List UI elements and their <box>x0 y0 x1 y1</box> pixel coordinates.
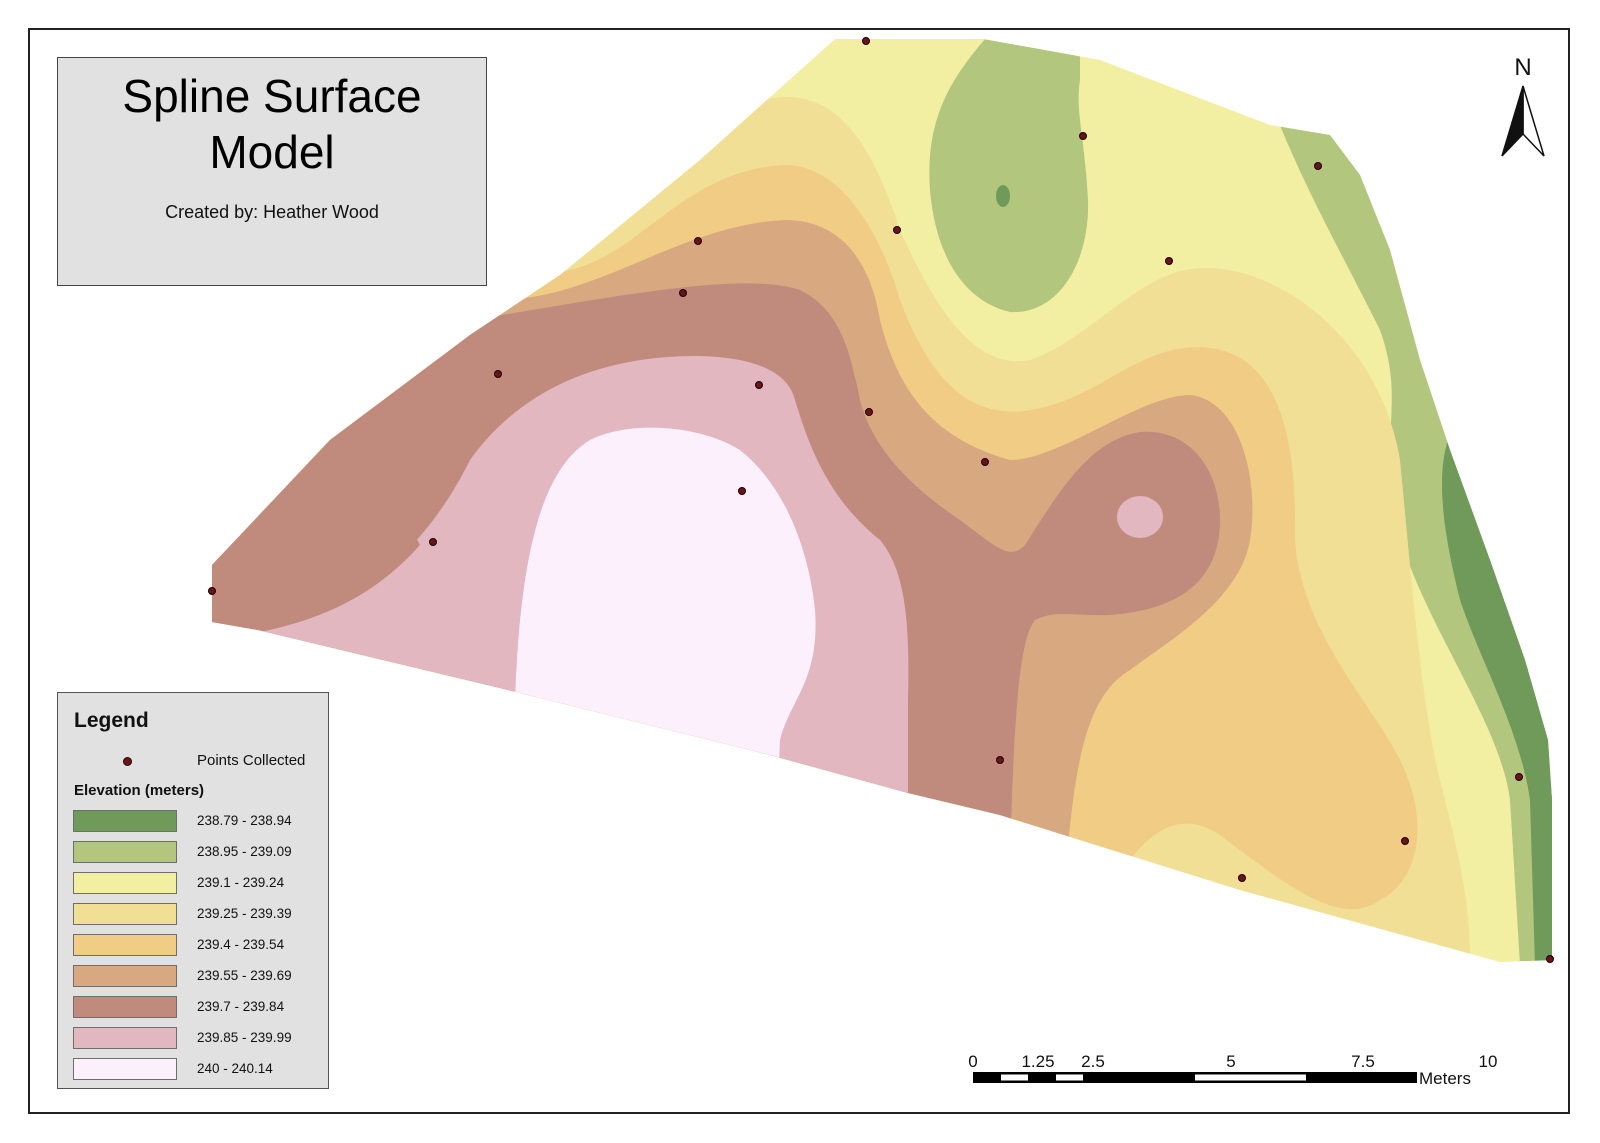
color-swatch <box>73 1058 177 1080</box>
legend-class-label: 238.79 - 238.94 <box>197 813 292 828</box>
legend-class-item: 239.55 - 239.69 <box>73 965 323 989</box>
north-arrow-icon <box>1501 85 1545 157</box>
sample-point <box>494 370 502 378</box>
map-title: Spline Surface Model <box>58 68 486 180</box>
color-swatch <box>73 841 177 863</box>
map-frame <box>28 28 1570 1114</box>
elevation-heading: Elevation (meters) <box>74 782 205 799</box>
legend-class-item: 238.79 - 238.94 <box>73 810 323 834</box>
legend-class-label: 239.4 - 239.54 <box>197 937 285 952</box>
sample-point <box>738 487 746 495</box>
north-label: N <box>1514 54 1532 81</box>
sample-point <box>1515 773 1523 781</box>
north-arrow: N <box>1498 54 1548 164</box>
color-swatch <box>73 965 177 987</box>
legend-class-item: 240 - 240.14 <box>73 1058 323 1082</box>
color-swatch <box>73 934 177 956</box>
sample-point <box>1238 874 1246 882</box>
scale-bar: 0 1.25 2.5 5 7.5 10 Meters <box>965 1052 1585 1092</box>
sample-point <box>1079 132 1087 140</box>
sample-point <box>679 289 687 297</box>
scale-bar-graphic <box>973 1072 1417 1083</box>
color-swatch <box>73 996 177 1018</box>
legend-class-item: 239.1 - 239.24 <box>73 872 323 896</box>
sample-point <box>865 408 873 416</box>
scale-tick-label: 7.5 <box>1351 1052 1375 1071</box>
legend-class-label: 238.95 - 239.09 <box>197 844 292 859</box>
legend-class-item: 239.85 - 239.99 <box>73 1027 323 1051</box>
sample-point <box>893 226 901 234</box>
sample-point <box>996 756 1004 764</box>
sample-point <box>981 458 989 466</box>
sample-point <box>755 381 763 389</box>
legend-class-label: 239.1 - 239.24 <box>197 875 285 890</box>
point-marker-icon <box>123 757 132 766</box>
legend-panel: Legend Points Collected Elevation (meter… <box>57 692 329 1089</box>
sample-point <box>1314 162 1322 170</box>
legend-class-item: 239.25 - 239.39 <box>73 903 323 927</box>
sample-points-layer <box>208 37 1554 963</box>
map-title-line1: Spline Surface <box>122 70 422 122</box>
color-swatch <box>73 810 177 832</box>
sample-point <box>208 587 216 595</box>
legend-class-label: 239.7 - 239.84 <box>197 999 285 1014</box>
legend-class-item: 239.4 - 239.54 <box>73 934 323 958</box>
title-box: Spline Surface Model Created by: Heather… <box>57 57 487 286</box>
scale-tick-label: 2.5 <box>1081 1052 1105 1071</box>
scale-tick-label: 10 <box>1478 1052 1498 1071</box>
sample-point <box>1546 955 1554 963</box>
legend-class-label: 239.85 - 239.99 <box>197 1030 292 1045</box>
legend-points-label: Points Collected <box>197 752 306 769</box>
sample-point <box>1165 257 1173 265</box>
sample-point <box>862 37 870 45</box>
legend-class-label: 239.25 - 239.39 <box>197 906 292 921</box>
legend-class-label: 239.55 - 239.69 <box>197 968 292 983</box>
author-credit: Created by: Heather Wood <box>165 202 379 222</box>
scale-tick-label: 5 <box>1226 1052 1236 1071</box>
sample-point <box>694 237 702 245</box>
sample-point <box>429 538 437 546</box>
color-swatch <box>73 1027 177 1049</box>
scale-tick-label: 0 <box>968 1052 978 1071</box>
scale-tick-label: 1.25 <box>1021 1052 1055 1071</box>
legend-title: Legend <box>74 709 149 732</box>
color-swatch <box>73 903 177 925</box>
map-title-line2: Model <box>209 126 335 178</box>
sample-point <box>1401 837 1409 845</box>
scale-units: Meters <box>1419 1069 1471 1088</box>
legend-class-label: 240 - 240.14 <box>197 1061 273 1076</box>
legend-class-item: 239.7 - 239.84 <box>73 996 323 1020</box>
legend-class-item: 238.95 - 239.09 <box>73 841 323 865</box>
color-swatch <box>73 872 177 894</box>
legend-points-row: Points Collected <box>58 751 328 773</box>
